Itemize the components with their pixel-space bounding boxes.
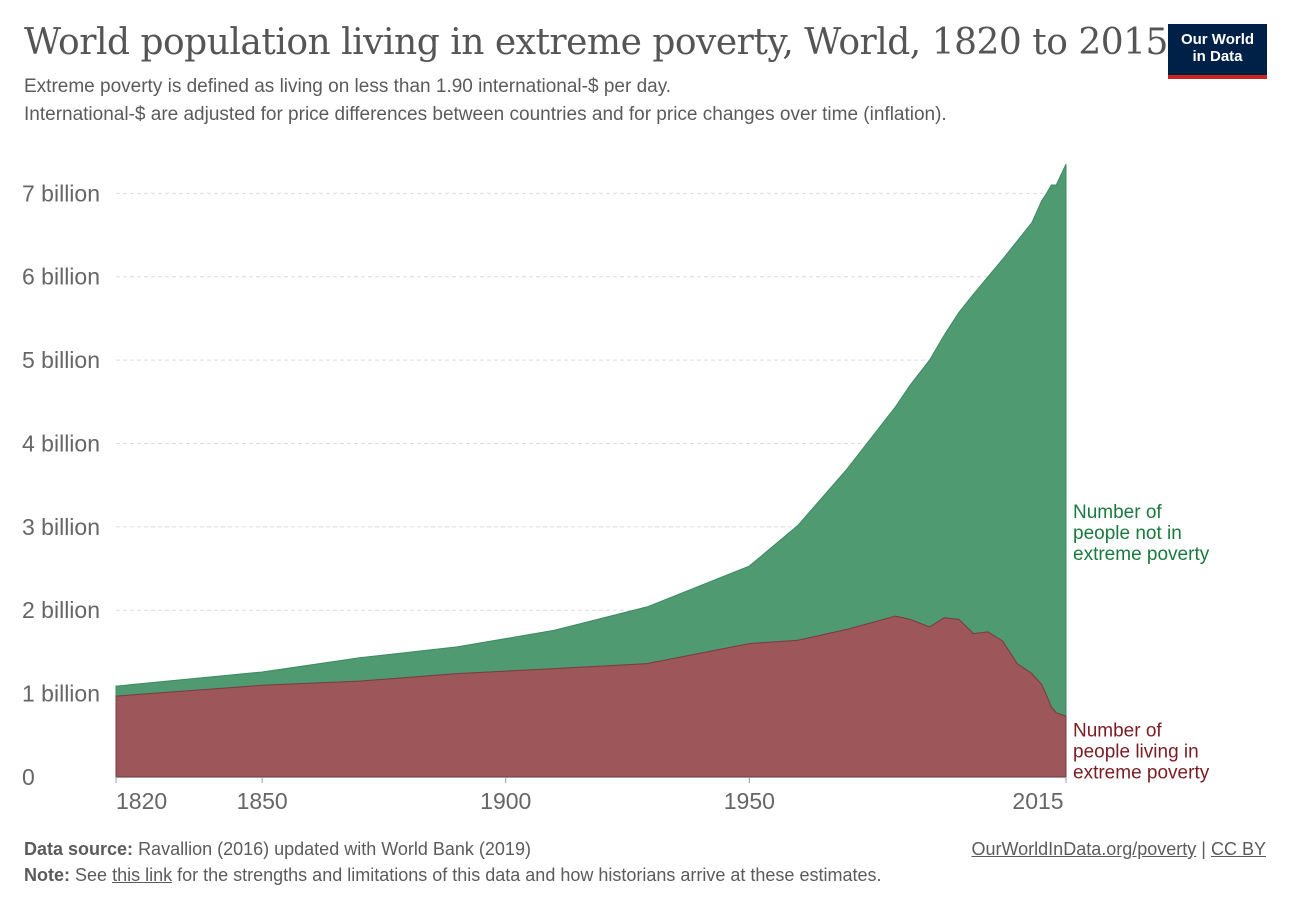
y-axis-tick-labels: 0 1 billion 2 billion 3 billion 4 billion 5 b…: [22, 180, 100, 790]
note-link[interactable]: this link: [112, 865, 173, 885]
area-extreme-poverty: [115, 615, 1067, 778]
logo-accent-bar: [1168, 75, 1267, 79]
chart-subtitle-line-2: International-$ are adjusted for price d…: [24, 104, 947, 125]
chart-subtitle-line-1: Extreme poverty is defined as living on …: [24, 76, 672, 97]
y-tick-label: 7 billion: [22, 180, 100, 206]
data-source-line: Data source: Ravallion (2016) updated wi…: [24, 839, 531, 860]
data-source-label: Data source:: [24, 839, 134, 859]
x-tick-label: 1850: [237, 788, 288, 814]
data-source-text: Ravallion (2016) updated with World Bank…: [138, 839, 531, 859]
our-world-in-data-logo[interactable]: Our World in Data: [1168, 24, 1267, 79]
y-tick-label: 3 billion: [22, 514, 100, 540]
logo-line-1: Our World: [1180, 31, 1255, 48]
x-tick-label: 1950: [724, 788, 775, 814]
x-tick-label: 2015: [1012, 788, 1063, 814]
x-tick-label: 1820: [116, 788, 167, 814]
label-extreme-poverty: extreme poverty: [1073, 763, 1210, 784]
label-not-in-extreme-poverty: people not in: [1073, 523, 1182, 544]
source-url-link[interactable]: OurWorldInData.org/poverty: [971, 839, 1197, 859]
label-extreme-poverty: Number of: [1073, 721, 1162, 742]
area-chart: 0 1 billion 2 billion 3 billion 4 billion 5 b…: [22, 163, 1210, 814]
label-not-in-extreme-poverty: Number of: [1073, 502, 1162, 523]
y-tick-label: 1 billion: [22, 681, 100, 707]
logo-line-2: in Data: [1192, 48, 1243, 65]
note-pre-text: See: [75, 865, 108, 885]
y-tick-label: 0: [22, 764, 35, 790]
note-label: Note:: [24, 865, 70, 885]
y-tick-label: 4 billion: [22, 430, 100, 456]
label-extreme-poverty: people living in: [1073, 742, 1199, 763]
license-link[interactable]: CC BY: [1210, 839, 1266, 859]
chart-areas: [115, 163, 1067, 778]
note-line: Note: See this link for the strengths an…: [24, 865, 881, 886]
footer-separator: |: [1201, 839, 1206, 859]
y-tick-label: 5 billion: [22, 347, 100, 373]
y-tick-label: 2 billion: [22, 597, 100, 623]
y-tick-label: 6 billion: [22, 264, 100, 290]
chart-title: World population living in extreme pover…: [24, 22, 1168, 63]
x-axis: 1820 1850 1900 1950 2015: [115, 777, 1067, 814]
label-not-in-extreme-poverty: extreme poverty: [1073, 544, 1210, 565]
x-tick-label: 1900: [480, 788, 531, 814]
note-post-text: for the strengths and limitations of thi…: [177, 865, 882, 885]
footer-links: OurWorldInData.org/poverty | CC BY: [972, 839, 1267, 860]
